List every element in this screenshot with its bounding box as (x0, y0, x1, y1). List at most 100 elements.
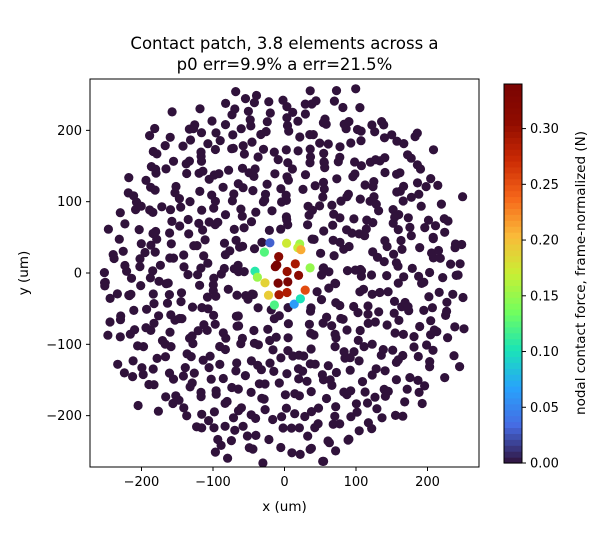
colorbar-segment (504, 113, 522, 121)
data-point (202, 292, 213, 302)
data-point (369, 177, 379, 187)
data-point (399, 139, 409, 149)
data-point (178, 371, 188, 381)
data-point (409, 332, 419, 342)
data-point (335, 300, 345, 311)
data-point (229, 224, 239, 234)
data-point (276, 442, 286, 453)
colorbar-segment (504, 397, 522, 405)
data-point (330, 411, 340, 421)
data-point (323, 139, 333, 149)
data-point (342, 266, 353, 276)
data-point (324, 283, 334, 293)
data-point (288, 107, 298, 117)
data-point (160, 141, 170, 151)
data-point (356, 136, 366, 146)
colorbar-segment (504, 190, 522, 198)
data-point (355, 325, 365, 336)
data-point (230, 104, 240, 114)
data-point (440, 373, 450, 383)
data-point (305, 144, 315, 154)
data-point (430, 221, 441, 231)
data-point (305, 86, 315, 96)
data-point (168, 253, 179, 263)
data-point (335, 237, 345, 247)
data-point (302, 376, 312, 386)
data-point (405, 222, 415, 232)
data-point (322, 312, 332, 322)
data-point (145, 131, 155, 141)
data-point (413, 351, 423, 362)
data-point (226, 436, 236, 446)
data-point (155, 260, 165, 270)
data-point (421, 182, 431, 192)
data-point (407, 263, 417, 273)
data-point (277, 412, 287, 422)
data-point (165, 327, 175, 337)
data-point (231, 366, 241, 376)
data-point (249, 244, 260, 254)
data-point (349, 301, 359, 312)
data-point (390, 328, 400, 338)
data-point (218, 182, 228, 192)
data-point (119, 368, 129, 378)
data-point (369, 192, 379, 202)
data-point (149, 318, 159, 328)
data-point (231, 87, 241, 97)
colorbar-segment (504, 421, 522, 429)
data-point (253, 303, 263, 313)
colorbar-segment (504, 208, 522, 215)
data-point (383, 287, 393, 297)
data-point (283, 319, 293, 329)
data-point (145, 273, 155, 283)
data-point (435, 253, 445, 263)
data-point (360, 180, 370, 190)
colorbar-segment (504, 451, 522, 458)
x-tick-label: −200 (124, 475, 160, 490)
data-point (270, 169, 280, 179)
data-point (316, 295, 327, 305)
data-point (148, 289, 158, 299)
data-point (316, 248, 326, 258)
data-point (308, 130, 318, 140)
data-point (320, 163, 330, 173)
data-point (245, 115, 255, 125)
data-point (182, 168, 192, 179)
data-point (306, 344, 316, 354)
data-point (164, 368, 175, 378)
data-point (168, 156, 179, 166)
data-point (264, 434, 274, 445)
data-point (207, 116, 217, 126)
data-point (247, 137, 257, 147)
data-point (438, 273, 448, 283)
data-point (260, 278, 270, 288)
data-point (220, 421, 230, 431)
colorbar-tick-label: 0.30 (530, 122, 559, 137)
data-point (200, 235, 210, 245)
data-point (263, 324, 273, 334)
colorbar-segment (504, 131, 522, 138)
data-point (419, 305, 429, 315)
data-point (434, 287, 444, 297)
data-point (219, 238, 230, 248)
data-point (258, 144, 269, 154)
data-point (105, 317, 115, 327)
data-point (327, 200, 337, 210)
data-point (299, 351, 309, 361)
data-point (379, 133, 390, 143)
data-point (142, 304, 152, 314)
data-point (251, 207, 261, 217)
data-point (153, 406, 163, 416)
data-point (394, 315, 404, 325)
data-point (307, 205, 317, 215)
data-point (149, 380, 159, 390)
data-point (183, 214, 193, 225)
data-point (237, 211, 247, 221)
data-point (276, 184, 286, 194)
data-point (343, 189, 353, 199)
colorbar-segment (504, 362, 522, 369)
data-point (306, 303, 316, 313)
data-point (246, 217, 257, 227)
data-point (389, 308, 399, 318)
colorbar-segment (504, 297, 522, 304)
